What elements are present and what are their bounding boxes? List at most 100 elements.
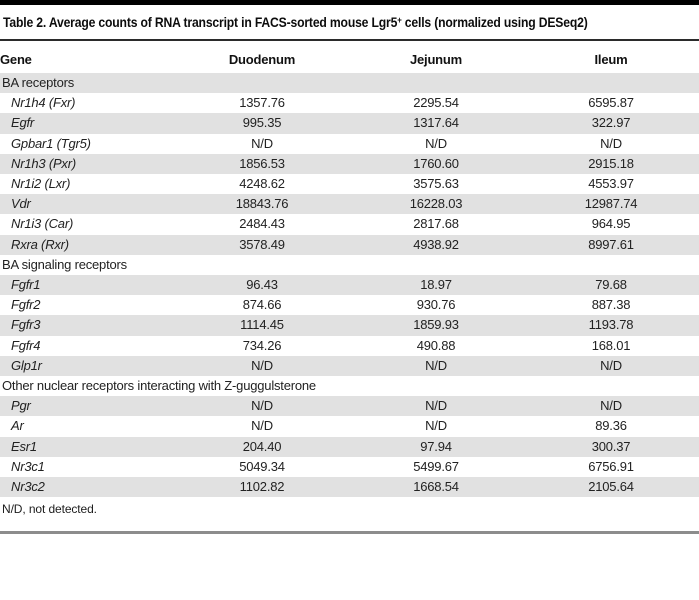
table-title: Table 2. Average counts of RNA transcrip…	[3, 14, 609, 31]
column-header-gene: Gene	[0, 52, 32, 67]
gene-row: Nr3c1 5049.34 5499.67 6756.91	[0, 457, 699, 477]
column-header-jejunum: Jejunum	[409, 52, 463, 67]
value-cell: 8997.61	[588, 236, 634, 252]
gene-row: Nr1i2 (Lxr) 4248.62 3575.63 4553.97	[0, 174, 699, 194]
value-cell: 6756.91	[588, 458, 634, 474]
gene-row: Pgr N/D N/D N/D	[0, 396, 699, 417]
gene-name: Gpbar1 (Tgr5)	[11, 135, 91, 151]
gene-row: Fgfr4 734.26 490.88 168.01	[0, 336, 699, 356]
value-cell: 2295.54	[413, 95, 459, 111]
title-divider-rule	[0, 39, 699, 41]
gene-name: Nr1h4 (Fxr)	[11, 95, 76, 111]
top-black-bar	[0, 0, 699, 5]
table-footnote: N/D, not detected.	[2, 502, 97, 517]
value-cell: 2105.64	[588, 479, 634, 495]
gene-name: Nr1i3 (Car)	[11, 216, 74, 232]
table-title-superscript: +	[397, 15, 402, 25]
value-cell: 89.36	[595, 418, 627, 434]
gene-name: Nr3c2	[11, 479, 45, 495]
value-cell: 4938.92	[413, 236, 459, 252]
bottom-divider-rule	[0, 531, 699, 535]
value-cell: N/D	[251, 398, 273, 414]
value-cell: 1760.60	[413, 155, 459, 171]
section-row: BA signaling receptors	[0, 255, 699, 275]
gene-row: Ar N/D N/D 89.36	[0, 416, 699, 436]
section-row: Other nuclear receptors interacting with…	[0, 376, 699, 396]
gene-row: Vdr 18843.76 16228.03 12987.74	[0, 194, 699, 215]
value-cell: 4553.97	[588, 176, 634, 192]
value-cell: 97.94	[420, 438, 452, 454]
value-cell: 1668.54	[413, 479, 459, 495]
section-label: Other nuclear receptors interacting with…	[2, 378, 316, 394]
value-cell: 168.01	[591, 337, 631, 353]
value-cell: 300.37	[591, 438, 631, 454]
value-cell: 12987.74	[584, 196, 638, 212]
value-cell: N/D	[251, 135, 273, 151]
value-cell: 964.95	[591, 216, 631, 232]
gene-name: Fgfr2	[11, 297, 41, 313]
value-cell: 79.68	[595, 277, 627, 293]
value-cell: N/D	[425, 398, 447, 414]
value-cell: N/D	[425, 357, 447, 373]
value-cell: N/D	[600, 135, 622, 151]
value-cell: 18843.76	[235, 196, 289, 212]
gene-name: Fgfr4	[11, 337, 41, 353]
value-cell: 6595.87	[588, 95, 634, 111]
gene-name: Vdr	[11, 196, 31, 212]
table-title-text: Table 2. Average counts of RNA transcrip…	[3, 14, 398, 30]
value-cell: N/D	[600, 398, 622, 414]
gene-name: Fgfr1	[11, 277, 41, 293]
gene-row: Fgfr1 96.43 18.97 79.68	[0, 275, 699, 296]
value-cell: 2817.68	[413, 216, 459, 232]
gene-row: Glp1r N/D N/D N/D	[0, 355, 699, 377]
value-cell: 1856.53	[239, 155, 285, 171]
value-cell: 2915.18	[588, 155, 634, 171]
gene-name: Nr1h3 (Pxr)	[11, 155, 76, 171]
value-cell: 4248.62	[239, 176, 285, 192]
value-cell: 18.97	[420, 277, 452, 293]
gene-row: Fgfr2 874.66 930.76 887.38	[0, 295, 699, 315]
value-cell: 874.66	[242, 297, 282, 313]
value-cell: 5499.67	[413, 458, 459, 474]
gene-name: Fgfr3	[11, 317, 41, 333]
section-row: BA receptors	[0, 73, 699, 94]
column-header-ileum: Ileum	[594, 52, 628, 67]
value-cell: 1317.64	[413, 115, 459, 131]
gene-row: Esr1 204.40 97.94 300.37	[0, 436, 699, 457]
value-cell: 1357.76	[239, 95, 285, 111]
value-cell: 96.43	[246, 277, 278, 293]
value-cell: N/D	[425, 418, 447, 434]
value-cell: 204.40	[242, 438, 282, 454]
value-cell: 16228.03	[409, 196, 463, 212]
value-cell: 490.88	[416, 337, 456, 353]
gene-name: Egfr	[11, 115, 35, 131]
gene-name: Rxra (Rxr)	[11, 236, 69, 252]
gene-row: Nr1h4 (Fxr) 1357.76 2295.54 6595.87	[0, 93, 699, 113]
gene-row: Gpbar1 (Tgr5) N/D N/D N/D	[0, 134, 699, 154]
gene-row: Fgfr3 1114.45 1859.93 1193.78	[0, 315, 699, 336]
value-cell: 5049.34	[239, 458, 285, 474]
gene-name: Esr1	[11, 438, 37, 454]
value-cell: N/D	[251, 357, 273, 373]
section-label: BA receptors	[2, 75, 75, 90]
gene-name: Nr3c1	[11, 458, 45, 474]
column-header-duodenum: Duodenum	[228, 52, 296, 67]
gene-name: Pgr	[11, 398, 31, 414]
value-cell: 1114.45	[240, 317, 284, 333]
value-cell: 734.26	[242, 337, 282, 353]
rna-counts-table: Gene Duodenum Jejunum Ileum BA receptors…	[0, 41, 699, 498]
gene-row: Egfr 995.35 1317.64 322.97	[0, 113, 699, 134]
value-cell: 1859.93	[413, 317, 459, 333]
value-cell: 1102.82	[239, 479, 285, 495]
section-label: BA signaling receptors	[2, 256, 127, 272]
value-cell: 930.76	[416, 297, 456, 313]
table-title-suffix: cells (normalized using DESeq2)	[401, 14, 588, 30]
value-cell: 322.97	[591, 115, 631, 131]
value-cell: N/D	[600, 357, 622, 373]
value-cell: 1193.78	[588, 317, 634, 333]
value-cell: 995.35	[242, 115, 282, 131]
gene-name: Nr1i2 (Lxr)	[11, 176, 71, 192]
gene-name: Ar	[11, 418, 24, 434]
gene-row: Nr1i3 (Car) 2484.43 2817.68 964.95	[0, 214, 699, 234]
